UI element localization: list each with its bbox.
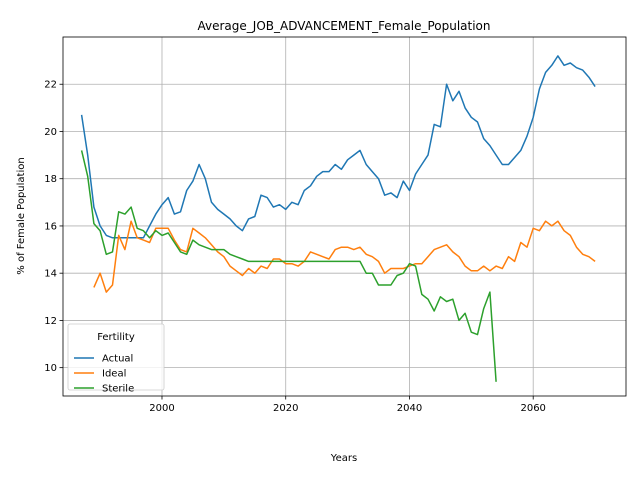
legend-title: Fertility (97, 332, 135, 343)
legend-label-ideal: Ideal (102, 369, 126, 380)
y-tick-label: 18 (44, 174, 57, 185)
x-axis-label: Years (330, 453, 357, 464)
y-tick-label: 14 (44, 269, 57, 280)
y-axis-ticks: 10 12 14 16 18 20 22 (44, 80, 63, 374)
series-lines (80, 55, 596, 382)
x-tick-label: 2040 (397, 403, 422, 414)
legend-label-actual: Actual (102, 354, 133, 365)
x-axis-ticks: 2000 2020 2040 2060 (149, 396, 546, 414)
y-tick-label: 12 (44, 316, 57, 327)
series-line-ideal (93, 220, 596, 293)
x-tick-label: 2020 (273, 403, 298, 414)
y-tick-label: 22 (44, 80, 57, 91)
series-line-actual (80, 55, 596, 239)
y-axis-label: % of Female Population (16, 157, 27, 274)
chart-title: Average_JOB_ADVANCEMENT_Female_Populatio… (198, 19, 491, 33)
legend-label-sterile: Sterile (102, 384, 134, 395)
x-tick-label: 2000 (149, 403, 174, 414)
series-line-sterile (80, 150, 497, 382)
y-tick-label: 20 (44, 127, 57, 138)
legend: Fertility Actual Ideal Sterile (67, 323, 165, 395)
y-tick-label: 16 (44, 221, 57, 232)
plot-frame (62, 36, 627, 397)
x-tick-label: 2060 (520, 403, 545, 414)
y-tick-label: 10 (44, 363, 57, 374)
